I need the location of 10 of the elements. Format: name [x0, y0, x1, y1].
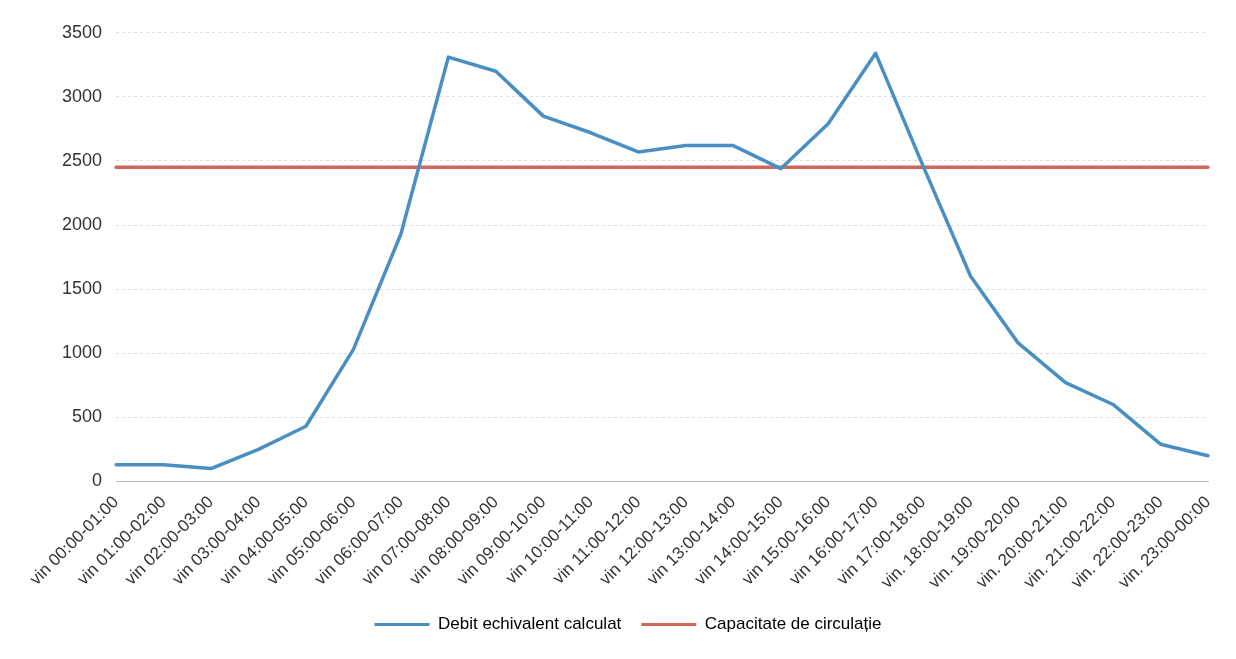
- y-tick-label: 3500: [62, 21, 103, 42]
- y-tick-label: 0: [92, 470, 103, 491]
- y-tick-label: 500: [72, 406, 103, 427]
- legend-label: Capacitate de circulație: [704, 614, 882, 634]
- y-tick-label: 1500: [62, 278, 103, 299]
- y-tick-label: 3000: [62, 85, 103, 106]
- y-tick-label: 2000: [62, 214, 103, 235]
- legend-label: Debit echivalent calculat: [437, 614, 622, 634]
- y-tick-label: 1000: [62, 342, 103, 363]
- y-tick-label: 2500: [62, 149, 103, 170]
